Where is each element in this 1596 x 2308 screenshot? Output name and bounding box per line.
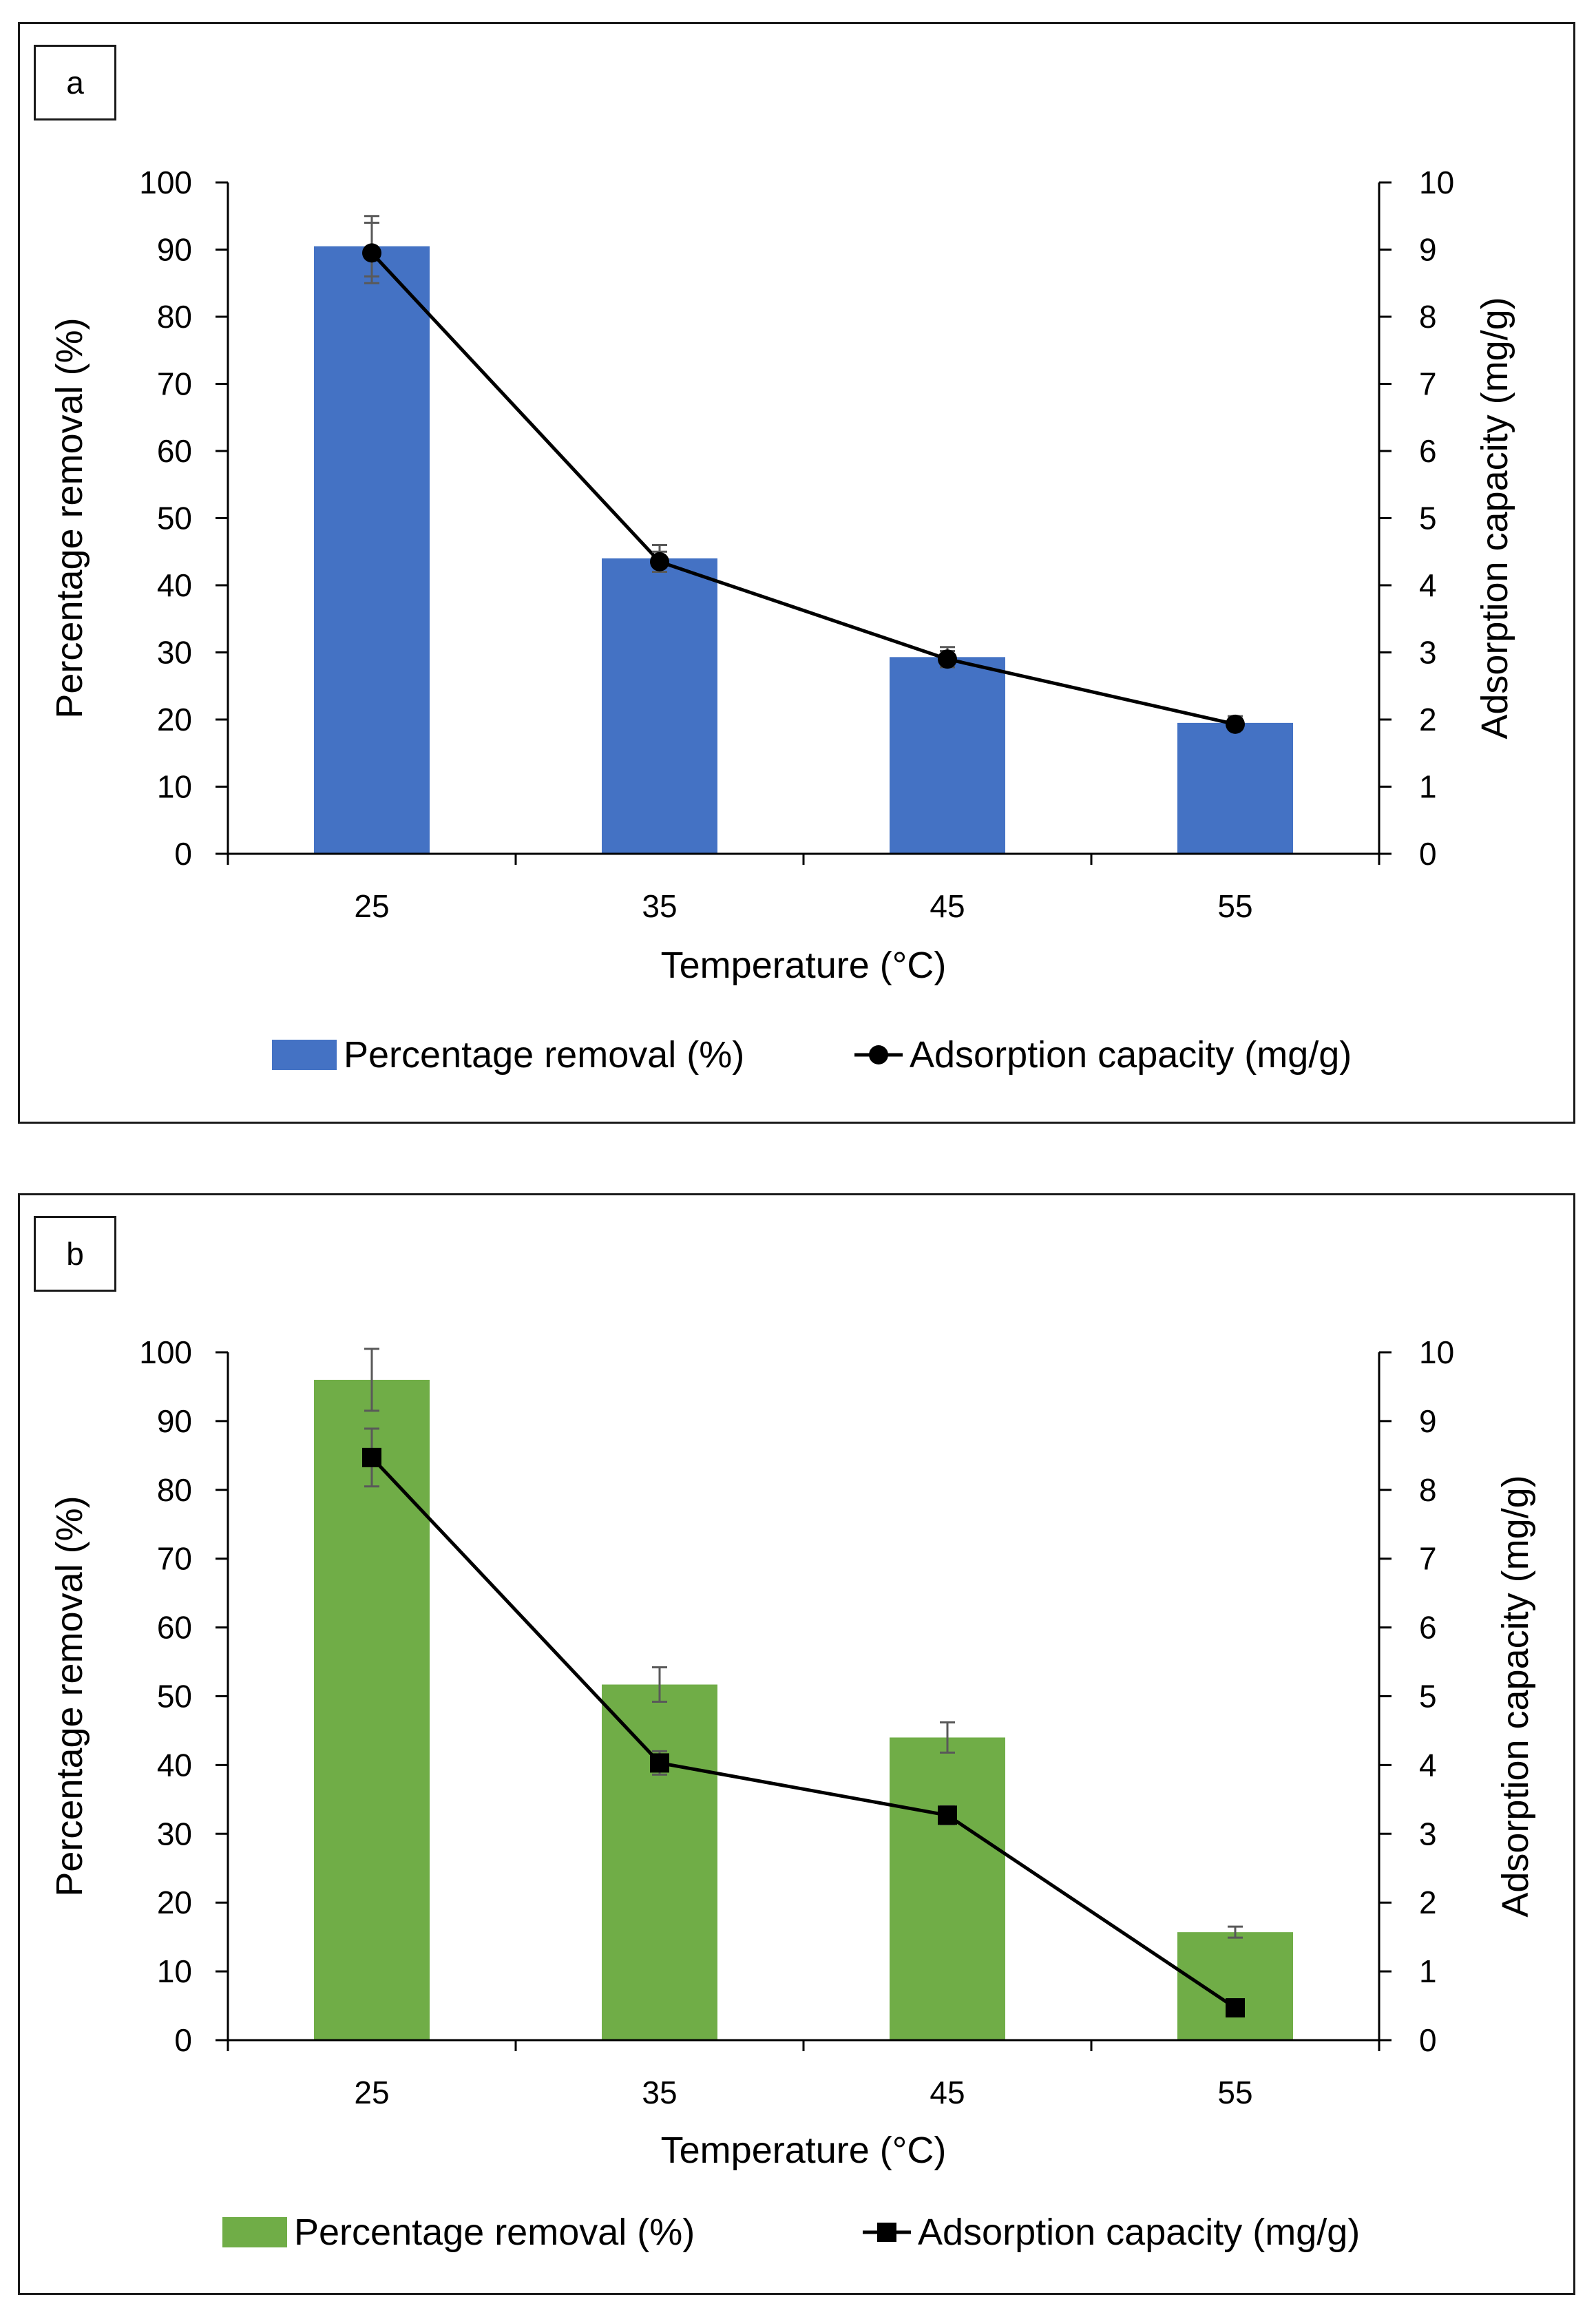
left-axis-tick-label: 20 [157, 702, 192, 737]
legend-label-line: Adsorption capacity (mg/g) [910, 1034, 1352, 1076]
legend-label-bar: Percentage removal (%) [294, 2212, 695, 2253]
left-axis-tick-label: 100 [139, 165, 192, 200]
right-axis-tick-label: 8 [1419, 1472, 1437, 1508]
left-axis-tick-label: 70 [157, 366, 192, 402]
bar-45 [890, 657, 1005, 854]
panel-label-b: b [34, 1216, 116, 1292]
y-axis-title: Percentage removal (%) [49, 317, 90, 718]
left-axis-tick-label: 90 [157, 232, 192, 268]
y2-axis-title: Adsorption capacity (mg/g) [1474, 297, 1515, 739]
right-axis-tick-label: 0 [1419, 2022, 1437, 2058]
left-axis-tick-label: 0 [174, 2022, 192, 2058]
right-axis-tick-label: 0 [1419, 836, 1437, 872]
right-axis-tick-label: 4 [1419, 567, 1437, 603]
x-axis-title: Temperature (°C) [661, 945, 947, 986]
right-axis-tick-label: 8 [1419, 299, 1437, 335]
right-axis-tick-label: 10 [1419, 165, 1454, 200]
right-axis-tick-label: 10 [1419, 1334, 1454, 1370]
left-axis-tick-label: 20 [157, 1885, 192, 1920]
x-axis-tick-label: 55 [1217, 888, 1252, 924]
bar-error-bar-25 [364, 1347, 379, 1412]
x-axis-title: Temperature (°C) [661, 2130, 947, 2171]
left-axis-tick-label: 90 [157, 1403, 192, 1439]
bar-25 [314, 1379, 430, 2040]
right-axis-tick-label: 4 [1419, 1747, 1437, 1783]
line-point-25 [362, 1447, 381, 1467]
right-axis-tick-label: 1 [1419, 769, 1437, 805]
right-axis-tick-label: 7 [1419, 1541, 1437, 1577]
line-point-45 [938, 649, 957, 669]
x-axis-tick-label: 25 [354, 2075, 389, 2110]
right-axis-tick-label: 3 [1419, 635, 1437, 671]
y2-axis-title: Adsorption capacity (mg/g) [1495, 1475, 1536, 1917]
legend-marker-square [877, 2223, 896, 2242]
right-axis-tick-label: 6 [1419, 433, 1437, 469]
x-axis-tick-label: 35 [642, 2075, 677, 2110]
left-axis-tick-label: 50 [157, 1679, 192, 1714]
y-axis-title: Percentage removal (%) [49, 1496, 90, 1896]
bar-45 [890, 1737, 1005, 2040]
right-axis-tick-label: 9 [1419, 232, 1437, 268]
bar-55 [1177, 722, 1293, 854]
bar-55 [1177, 1932, 1293, 2040]
line-point-25 [362, 243, 381, 263]
left-axis-tick-label: 0 [174, 836, 192, 872]
line-point-55 [1226, 714, 1245, 734]
bar-25 [314, 246, 430, 854]
x-axis-tick-label: 45 [930, 2075, 965, 2110]
bar-error-bar-45 [940, 1721, 955, 1754]
left-axis-tick-label: 80 [157, 1472, 192, 1508]
legend-label-line: Adsorption capacity (mg/g) [918, 2212, 1360, 2253]
line-point-45 [938, 1805, 957, 1825]
right-axis-tick-label: 6 [1419, 1610, 1437, 1646]
chart-panel-a: a 0 10 20 30 40 50 60 70 80 90 100 0 1 2 3 4 5 6 7 8 9 10 25 35… [18, 22, 1575, 1124]
left-axis-tick-label: 60 [157, 1610, 192, 1646]
line-point-35 [650, 1753, 669, 1773]
left-axis-tick-label: 60 [157, 433, 192, 469]
left-axis-tick-label: 30 [157, 1816, 192, 1851]
right-axis-tick-label: 2 [1419, 702, 1437, 737]
left-axis-tick-label: 30 [157, 635, 192, 671]
left-axis-tick-label: 40 [157, 1747, 192, 1783]
legend-swatch-bar [272, 1040, 337, 1070]
left-axis-tick-label: 80 [157, 299, 192, 335]
line-point-55 [1226, 1998, 1245, 2018]
left-axis-tick-label: 50 [157, 501, 192, 536]
right-axis-tick-label: 3 [1419, 1816, 1437, 1851]
panel-label-a: a [34, 45, 116, 120]
adsorption-capacity-line [370, 251, 1236, 726]
left-axis-tick-label: 100 [139, 1334, 192, 1370]
legend-swatch-bar [222, 2217, 287, 2247]
adsorption-capacity-line [370, 1456, 1237, 2010]
legend-marker-circle [869, 1045, 888, 1064]
legend-label-bar: Percentage removal (%) [344, 1034, 744, 1076]
bar-35 [602, 558, 717, 854]
left-axis-tick-label: 40 [157, 567, 192, 603]
right-axis-tick-label: 5 [1419, 501, 1437, 536]
right-axis-tick-label: 7 [1419, 366, 1437, 402]
x-axis-tick-label: 55 [1217, 2075, 1252, 2110]
right-axis-tick-label: 1 [1419, 1953, 1437, 1989]
left-axis-tick-label: 10 [157, 1953, 192, 1989]
x-axis-tick-label: 45 [930, 888, 965, 924]
chart-panel-b: b 0 10 20 30 40 50 60 70 80 90 100 0 1 2 3 4 5 6 7 8 9 10 25 35… [18, 1193, 1575, 2295]
x-axis-tick-label: 25 [354, 888, 389, 924]
left-axis-tick-label: 70 [157, 1541, 192, 1577]
left-axis-tick-label: 10 [157, 769, 192, 805]
bar-error-bar-35 [652, 1666, 667, 1703]
right-axis-tick-label: 5 [1419, 1679, 1437, 1714]
bar-35 [602, 1684, 717, 2040]
line-point-35 [650, 552, 669, 571]
right-axis-tick-label: 2 [1419, 1885, 1437, 1920]
bar-error-bar-55 [1228, 1925, 1243, 1939]
x-axis-tick-label: 35 [642, 888, 677, 924]
right-axis-tick-label: 9 [1419, 1403, 1437, 1439]
